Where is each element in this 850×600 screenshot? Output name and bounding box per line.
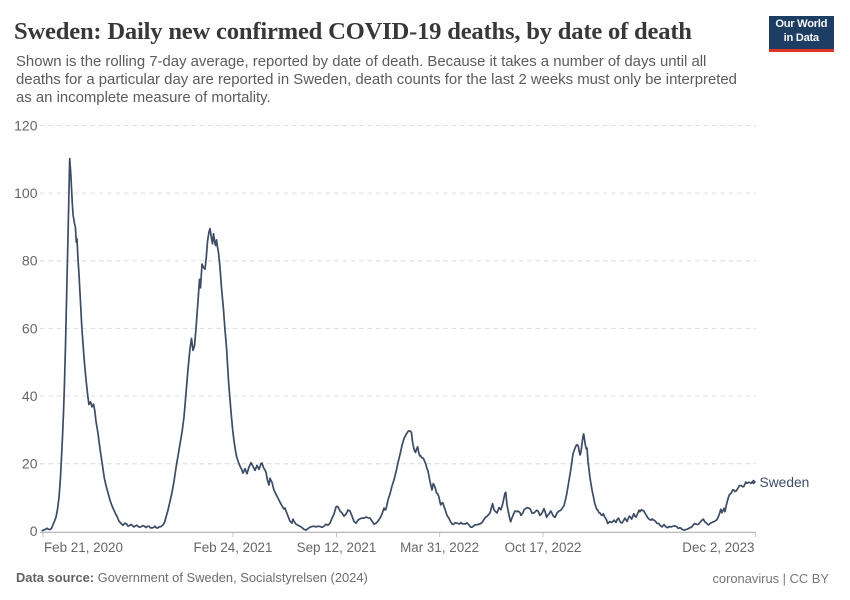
svg-text:120: 120 — [14, 117, 38, 133]
svg-text:Sweden: Sweden — [760, 475, 810, 490]
svg-text:40: 40 — [22, 388, 38, 404]
svg-text:Oct 17, 2022: Oct 17, 2022 — [505, 540, 582, 555]
svg-text:20: 20 — [22, 456, 38, 472]
svg-text:Mar 31, 2022: Mar 31, 2022 — [400, 540, 479, 555]
svg-text:80: 80 — [22, 253, 38, 269]
svg-text:Feb 21, 2020: Feb 21, 2020 — [44, 540, 123, 555]
svg-text:0: 0 — [30, 523, 38, 539]
svg-text:100: 100 — [14, 185, 38, 201]
svg-text:Sep 12, 2021: Sep 12, 2021 — [297, 540, 377, 555]
svg-text:60: 60 — [22, 320, 38, 336]
svg-text:Dec 2, 2023: Dec 2, 2023 — [682, 540, 754, 555]
svg-text:Feb 24, 2021: Feb 24, 2021 — [194, 540, 273, 555]
